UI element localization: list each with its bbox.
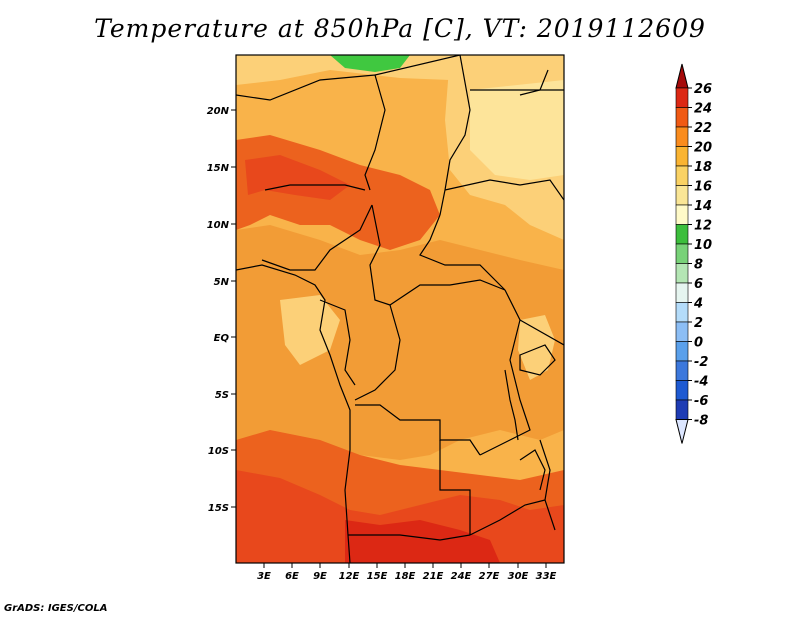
border-niger-chad — [364, 74, 386, 191]
border-mali-niger — [236, 74, 376, 101]
colorbar-segment — [675, 321, 689, 342]
border-kenya-tanzania — [519, 319, 564, 346]
lon-label: 12E — [339, 571, 360, 582]
map-frame — [235, 54, 565, 564]
colorbar-segment — [675, 263, 689, 284]
colorbar-label: 4 — [693, 297, 703, 312]
colorbar-segment — [675, 341, 689, 362]
colorbar-label: 6 — [694, 277, 703, 292]
lon-label: 33E — [536, 571, 557, 582]
colorbar-label: 12 — [694, 219, 712, 234]
colorbar-label: 18 — [694, 160, 712, 175]
field-band-hottest-south — [345, 520, 500, 563]
border-nigeria-south — [261, 204, 373, 271]
colorbar-top-arrow — [675, 63, 689, 89]
colorbar-label: -4 — [694, 375, 708, 390]
colorbar-label: -6 — [694, 394, 708, 409]
field-band-lightest-ne — [470, 80, 564, 180]
border-angola-namibia — [348, 534, 471, 541]
lon-label: 30E — [508, 571, 529, 582]
colorbar-label: 26 — [694, 82, 712, 97]
temperature-field — [236, 55, 564, 563]
lat-label: 20N — [207, 106, 230, 117]
border-south-sudan — [444, 179, 564, 201]
colorbar-segment — [675, 243, 689, 264]
lon-axis: 3E 6E 9E 12E 15E 18E 21E 24E 27E 30E 33E — [257, 563, 557, 582]
lon-label: 15E — [367, 571, 388, 582]
lat-axis: 20N 15N 10N 5N EQ 5S 10S 15S — [207, 106, 236, 514]
colorbar-segment — [675, 185, 689, 206]
colorbar-segment — [675, 87, 689, 108]
field-band-light-west — [280, 295, 340, 365]
lat-label: 5S — [215, 390, 229, 401]
border-nigeria-north — [264, 184, 366, 191]
lat-label: 15N — [207, 163, 230, 174]
border-zambia-zimbabwe — [469, 499, 546, 536]
map-title: Temperature at 850hPa [C], VT: 201911260… — [94, 14, 706, 43]
lat-label: 5N — [214, 277, 230, 288]
grads-credit: GrADS: IGES/COLA — [4, 603, 108, 614]
field-green-patch — [330, 55, 410, 72]
border-drc-angola — [355, 404, 481, 456]
border-libya-chad — [374, 55, 461, 76]
colorbar-label: 0 — [694, 336, 703, 351]
colorbar-segment — [675, 282, 689, 303]
colorbar-label: -2 — [694, 355, 708, 370]
colorbar-segment — [675, 224, 689, 245]
colorbar-segment — [675, 107, 689, 128]
border-car-sudan — [419, 214, 506, 291]
colorbar-segment — [675, 360, 689, 381]
border-congo-drc — [354, 304, 401, 401]
field-band-light-east — [518, 315, 555, 380]
lon-label: 21E — [423, 571, 444, 582]
lon-label: 24E — [451, 571, 472, 582]
colorbar-segment — [675, 165, 689, 186]
border-nile — [519, 69, 549, 96]
country-borders — [236, 55, 564, 563]
lon-label: 3E — [257, 571, 271, 582]
colorbar-bottom-arrow — [675, 419, 689, 444]
colorbar-segment — [675, 146, 689, 167]
lon-label: 18E — [395, 571, 416, 582]
colorbar-label: 14 — [694, 199, 712, 214]
border-gabon-congo — [319, 299, 356, 386]
colorbar-label: 20 — [694, 141, 712, 156]
border-lake-victoria — [519, 344, 556, 376]
colorbar-segment — [675, 126, 689, 147]
border-lake-tanganyika — [504, 369, 519, 441]
colorbar-label: 2 — [694, 316, 703, 331]
border-mozambique-malawi — [539, 439, 556, 531]
lon-label: 9E — [313, 571, 327, 582]
lon-label: 6E — [285, 571, 299, 582]
colorbar-segment — [675, 204, 689, 225]
lat-label: EQ — [214, 333, 230, 344]
border-cameroon-car — [369, 204, 391, 306]
lat-label: 10N — [207, 220, 230, 231]
colorbar-label: 24 — [694, 102, 712, 117]
lat-label: 15S — [208, 503, 229, 514]
colorbar-segment — [675, 399, 689, 420]
lat-label: 10S — [208, 446, 229, 457]
colorbar-label: 16 — [694, 180, 712, 195]
coastline-west — [236, 264, 351, 563]
colorbar-segment — [675, 302, 689, 323]
colorbar-label: 22 — [694, 121, 712, 136]
border-chad-sudan — [439, 55, 471, 216]
lon-label: 27E — [479, 571, 500, 582]
colorbar-label: 8 — [694, 258, 703, 273]
colorbar-segment — [675, 380, 689, 401]
border-angola-zambia — [439, 440, 471, 535]
colorbar-label: 10 — [694, 238, 712, 253]
border-car-drc — [389, 279, 506, 306]
coastline-east-rift — [519, 449, 546, 491]
colorbar-label: -8 — [694, 414, 708, 429]
